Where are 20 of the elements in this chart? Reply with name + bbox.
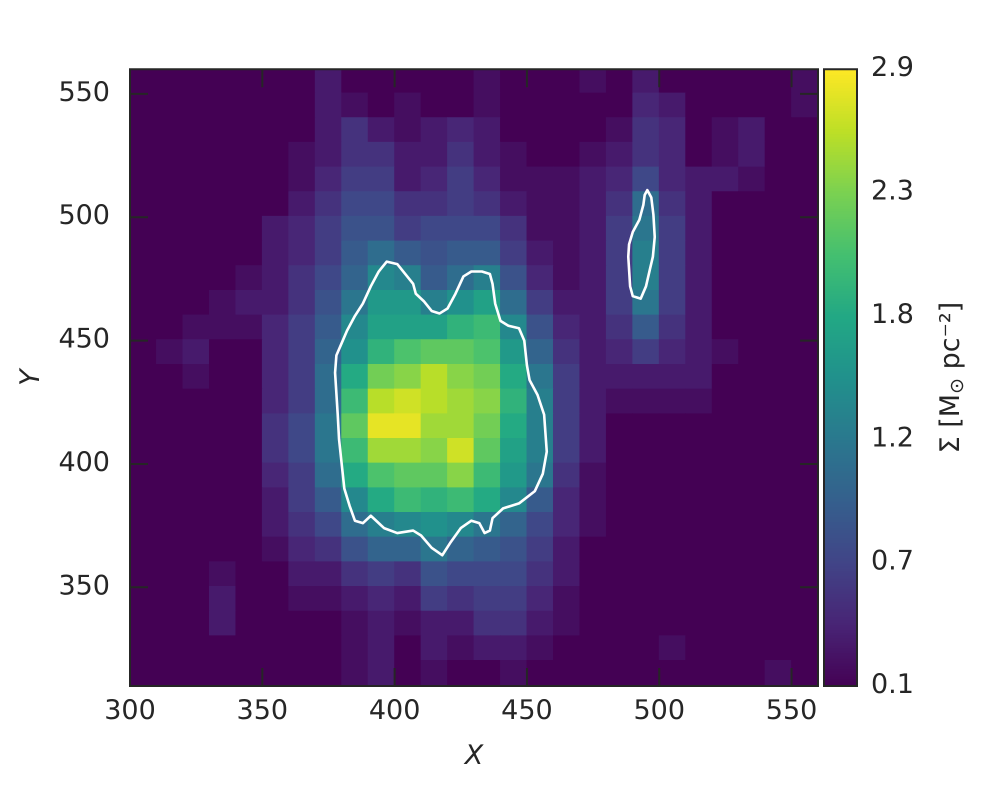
color-bar-label: 0.7 bbox=[871, 546, 914, 577]
y-tick-label: 450 bbox=[58, 324, 110, 355]
x-tick-label: 400 bbox=[368, 695, 420, 726]
x-tick-label: 300 bbox=[104, 695, 156, 726]
color-bar-label: 2.3 bbox=[871, 176, 914, 207]
y-tick-label: 500 bbox=[58, 200, 110, 232]
color-bar-label: 1.2 bbox=[871, 422, 914, 454]
color-bar-label: 1.8 bbox=[871, 298, 914, 330]
x-tick-label: 500 bbox=[633, 695, 686, 726]
color-bar-label: 2.9 bbox=[871, 52, 914, 84]
x-tick-label: 350 bbox=[236, 695, 288, 726]
y-tick-label: 550 bbox=[58, 76, 110, 108]
x-tick-label: 550 bbox=[766, 695, 818, 726]
y-tick-label: 400 bbox=[58, 446, 110, 478]
x-tick-label: 450 bbox=[501, 695, 553, 726]
x-axis-title: X bbox=[462, 740, 484, 771]
y-tick-label: 350 bbox=[58, 570, 110, 602]
y-axis-title: Y bbox=[15, 366, 46, 386]
color-bar-label: 0.1 bbox=[871, 669, 914, 700]
color-bar-title: Σ [M⊙ pc⁻²] bbox=[935, 302, 968, 454]
